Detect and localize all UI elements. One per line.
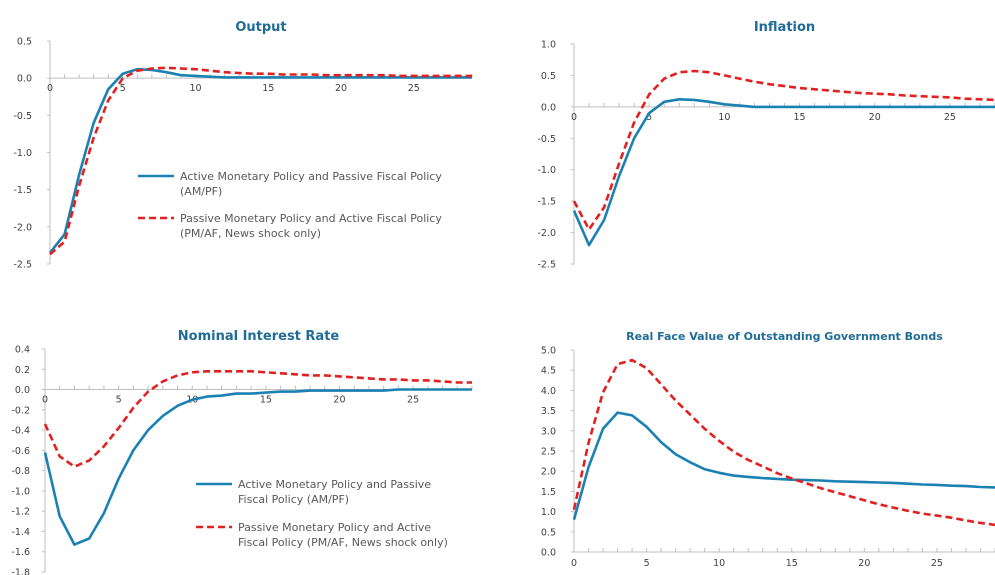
x-tick-label: 20 [333,395,345,406]
y-tick-label: -2.0 [13,222,32,233]
y-tick-label: 4.0 [541,386,556,397]
y-tick-label: -0.5 [13,111,32,122]
x-tick-label: 25 [407,395,419,406]
series-line-am-pf [572,411,995,521]
y-tick-label: 2.5 [541,447,556,458]
y-tick-label: 3.0 [541,426,556,437]
y-tick-label: -2.0 [537,228,556,239]
series-line-pm-af [572,69,995,231]
x-tick-label: 15 [260,395,272,406]
legend-label: Passive Monetary Policy and Active Fisca… [180,212,442,225]
legend-label: (PM/AF, News shock only) [180,227,321,240]
y-tick-label: 0.4 [15,345,30,356]
x-tick-label: 10 [189,83,201,94]
y-tick-label: -1.5 [537,197,556,208]
y-tick-label: -1.0 [537,165,556,176]
y-tick-label: 0.5 [541,527,556,538]
y-tick-label: 1.5 [541,487,556,498]
y-tick-label: -0.2 [11,405,30,416]
panel-output: Output 0.5 0.0 -0.5 -1.0 -1.5 -2.0 -2.5 0 5 10 15 20… [13,20,473,271]
y-tick-label: -1.4 [11,527,30,538]
chart-title: Nominal Interest Rate [178,329,340,344]
x-tick-label: 20 [869,112,881,123]
y-tick-label: 1.0 [541,40,556,51]
x-tick-label: 10 [713,558,725,569]
x-tick-label: 25 [944,112,956,123]
series-line-am-pf [43,388,472,546]
y-tick-label: 0.0 [541,102,556,113]
y-tick-label: 0.0 [541,548,556,559]
x-tick-label: 25 [408,83,420,94]
legend-label: Fiscal Policy (AM/PF) [238,493,349,506]
series-line-pm-af [49,66,472,256]
chart-title: Real Face Value of Outstanding Governmen… [626,330,943,343]
y-tick-label: -1.5 [13,185,32,196]
y-tick-label: 0.0 [17,74,32,85]
y-tick-label: -0.6 [11,446,30,457]
y-tick-label: 3.5 [541,406,556,417]
x-tick-label: 15 [793,112,805,123]
legend-label: Active Monetary Policy and Passive Fisca… [180,170,442,183]
x-tick-label: 5 [644,558,650,569]
x-tick-label: 5 [646,112,652,123]
y-tick-label: 1.0 [541,507,556,518]
chart-title: Inflation [754,20,815,35]
y-tick-label: -2.5 [537,260,556,271]
x-tick-label: 20 [335,83,347,94]
y-tick-label: 0.5 [17,37,32,48]
legend-label: Fiscal Policy (PM/AF, News shock only) [238,536,448,549]
x-tick-label: 0 [571,558,577,569]
x-tick-label: 0 [42,395,48,406]
y-tick-label: -1.0 [11,486,30,497]
panel-real-face-value-bonds: Real Face Value of Outstanding Governmen… [541,330,995,569]
x-tick-label: 0 [47,83,53,94]
chart-title: Output [235,20,286,35]
y-tick-label: -2.5 [13,260,32,271]
panel-inflation: Inflation 1.0 0.5 0.0 -0.5 -1.0 -1.5 -2.0 -2.5 0 5… [537,20,995,271]
series-line-am-pf [48,67,472,254]
y-tick-label: 0.0 [15,385,30,396]
y-tick-label: 0.2 [15,365,30,376]
y-tick-label: -1.6 [11,547,30,558]
series-line-am-pf [572,98,995,247]
panel-nominal-interest-rate: Nominal Interest Rate 0.4 0.2 0.0 -0.2 -0.4 -0… [11,329,473,575]
x-tick-label: 15 [262,83,274,94]
y-tick-label: -1.8 [11,568,30,575]
y-tick-label: -0.4 [11,426,30,437]
series-line-pm-af [572,358,995,527]
y-tick-label: 0.5 [541,71,556,82]
y-tick-label: 2.0 [541,467,556,478]
x-tick-label: 10 [718,112,730,123]
y-tick-label: -1.0 [13,148,32,159]
legend-label: (AM/PF) [180,185,222,198]
legend-label: Passive Monetary Policy and Active [238,521,431,534]
x-tick-label: 5 [120,83,126,94]
series-line-pm-af [43,369,472,468]
y-tick-label: -0.5 [537,134,556,145]
x-tick-label: 20 [858,558,870,569]
y-tick-label: 5.0 [541,346,556,357]
legend-label: Active Monetary Policy and Passive [238,478,431,491]
y-tick-label: -1.2 [11,507,30,518]
x-tick-label: 25 [931,558,943,569]
x-tick-label: 5 [116,395,122,406]
x-tick-label: 0 [571,112,577,123]
y-tick-label: -0.8 [11,466,30,477]
x-tick-label: 15 [786,558,798,569]
y-tick-label: 4.5 [541,366,556,377]
